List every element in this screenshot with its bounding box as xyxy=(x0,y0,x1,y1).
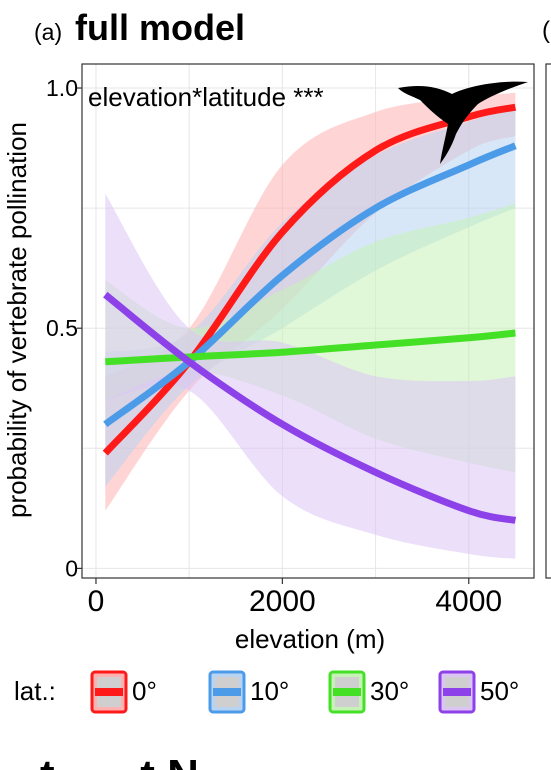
y-tick-label: 0.5 xyxy=(46,315,78,341)
legend-title: lat.: xyxy=(14,676,56,706)
plot-area: 0 0.5 1.0 0 2000 4000 xyxy=(46,63,535,618)
legend-label-1: 0° xyxy=(132,676,157,706)
legend-label-3: 30° xyxy=(370,676,409,706)
plot-frame xyxy=(81,63,535,579)
adjacent-panel-frame xyxy=(545,63,551,579)
next-panel-tag: ( xyxy=(542,17,550,44)
y-tick-label: 0 xyxy=(65,555,78,581)
confidence-band-4 xyxy=(105,193,516,559)
x-tick-label: 2000 xyxy=(249,585,316,618)
y-tick-label: 1.0 xyxy=(46,75,78,101)
significance-annotation: elevation*latitude *** xyxy=(88,82,324,112)
next-panel-title-fragment: t . . . t N xyxy=(40,751,199,770)
series-line-1 xyxy=(102,103,517,456)
legend-label-4: 50° xyxy=(480,676,519,706)
series-line-4 xyxy=(103,291,517,524)
series-line-3 xyxy=(105,329,516,366)
chart-title: full model xyxy=(75,7,245,48)
legend-label-2: 10° xyxy=(250,676,289,706)
hummingbird-icon xyxy=(398,81,528,164)
x-tick-label: 0 xyxy=(88,585,105,618)
series-line-2 xyxy=(103,142,517,428)
panel-tag: (a) xyxy=(34,19,62,45)
x-tick-label: 4000 xyxy=(435,585,502,618)
legend: lat.: 0° 10° 30° 50° xyxy=(14,670,519,714)
y-axis-label: probability of vertebrate pollination xyxy=(2,122,32,518)
x-axis-label: elevation (m) xyxy=(235,624,385,654)
